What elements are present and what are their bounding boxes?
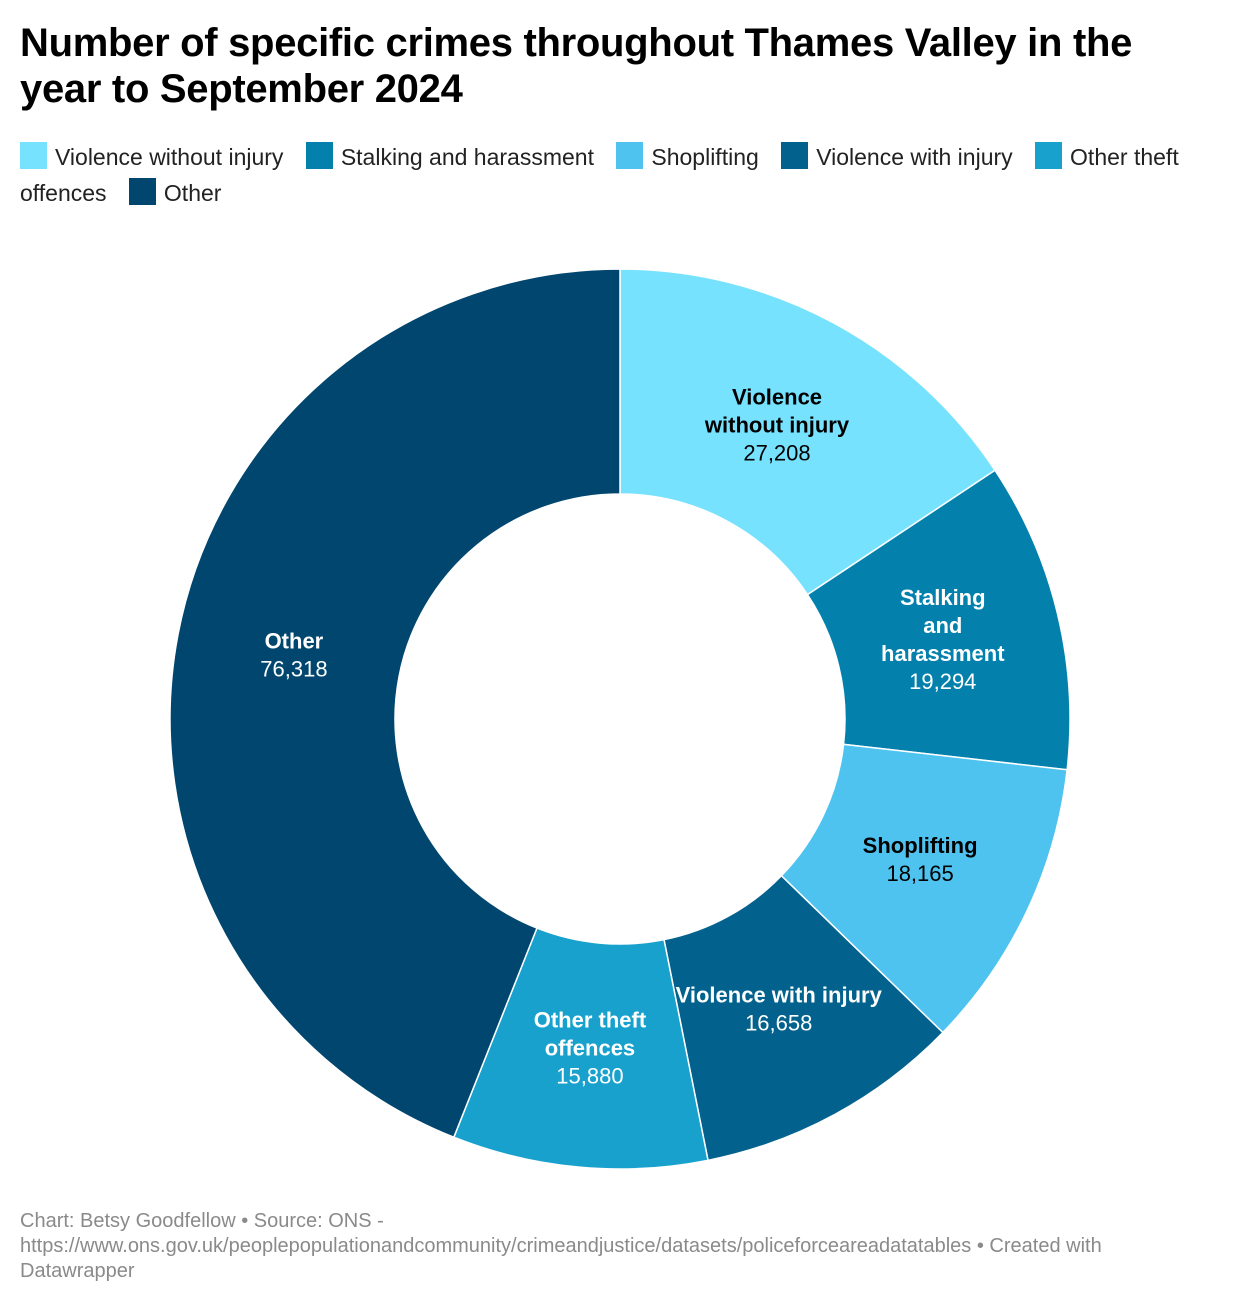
footer-credits: Chart: Betsy Goodfellow • Source: ONS - … [20,1210,1102,1282]
legend-label: Other theft offences [20,144,1179,206]
slice-label-name-line: harassment [881,641,1005,666]
slice-label-stalking-and-harassment: Stalking and harassment 19,294 [881,585,1005,694]
slice-label-shoplifting: Shoplifting 18,165 [863,833,978,886]
slice-violence-without-injury [619,268,997,596]
legend: Violence without injury Stalking and har… [20,139,1230,211]
slice-other [169,268,621,1139]
slice-value-label: 19,294 [909,669,976,694]
chart-footer: Chart: Betsy Goodfellow • Source: ONS - … [20,1209,1220,1284]
legend-item-violence-without-injury: Violence without injury [20,142,284,170]
legend-swatch [781,142,809,169]
slice-label-other: Other 76,318 [260,628,327,681]
legend-item-violence-with-injury: Violence with injury [781,142,1013,170]
legend-swatch [20,142,47,169]
legend-swatch [128,178,156,205]
slice-value-label: 16,658 [745,1010,812,1035]
legend-swatch [616,142,644,169]
slice-stalking-and-harassment [806,469,1071,771]
chart-title: Number of specific crimes throughout Tha… [20,21,1133,111]
legend-label: Violence with injury [816,144,1013,170]
legend-label: Violence without injury [55,144,284,170]
legend-item-shoplifting: Shoplifting [616,142,759,170]
slice-value-label: 76,318 [260,656,327,681]
legend-swatch [305,142,333,169]
legend-label: Stalking and harassment [340,144,594,170]
slice-shoplifting [780,743,1068,1034]
legend-swatch [1035,142,1063,169]
slice-value-label: 27,208 [743,440,810,465]
slice-label-name-line: Violence with injury [676,982,883,1007]
legend-item-stalking-and-harassment: Stalking and harassment [305,142,594,170]
slice-label-violence-without-injury: Violence without injury 27,208 [704,384,850,465]
legend-item-other: Other [128,178,222,206]
slice-label-name-line: offences [545,1035,635,1060]
slice-label-name-line: and [923,613,962,638]
slice-label-name-line: without injury [704,412,850,437]
slice-value-label: 18,165 [886,861,953,886]
slice-label-name-line: Stalking [900,585,986,610]
slice-violence-with-injury [663,874,944,1162]
slice-label-name-line: Violence [732,384,822,409]
slice-label-name-line: Other theft [534,1007,647,1032]
slice-label-other-theft-offences: Other theft offences 15,880 [534,1007,647,1088]
legend-label: Other [163,180,222,206]
legend-item-other-theft-offences: Other theft offences [20,142,1179,206]
slice-label-violence-with-injury: Violence with injury 16,658 [676,982,883,1035]
slice-label-name-line: Shoplifting [863,833,978,858]
slice-value-label: 15,880 [556,1063,623,1088]
legend-label: Shoplifting [651,144,759,170]
slice-label-name-line: Other [265,628,324,653]
